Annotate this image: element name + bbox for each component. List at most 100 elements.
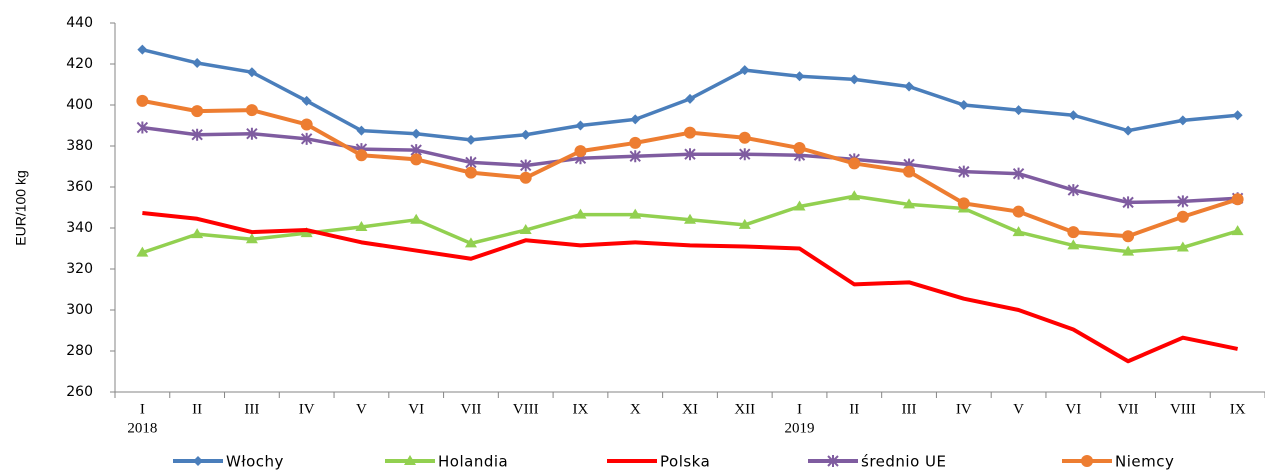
marker [903, 198, 916, 209]
marker [738, 131, 751, 144]
marker [958, 165, 970, 178]
x-tick-label: VII [1118, 401, 1139, 417]
marker [245, 104, 258, 117]
marker [574, 145, 587, 158]
marker [191, 128, 203, 141]
marker [904, 81, 915, 92]
marker [246, 127, 258, 140]
x-tick-label: X [630, 401, 641, 417]
y-tick-label: 260 [66, 384, 93, 400]
x-tick-label: III [244, 401, 259, 417]
marker [794, 71, 805, 82]
x-tick-label: IV [956, 401, 972, 417]
marker [1068, 110, 1079, 121]
marker [246, 67, 257, 78]
marker [1122, 196, 1134, 209]
marker [137, 44, 148, 55]
x-tick-label: 2019 [785, 420, 815, 436]
legend-item: Niemcy [1062, 453, 1174, 471]
marker [191, 105, 204, 118]
legend-item: Polska [607, 453, 710, 471]
marker [245, 233, 258, 244]
marker [404, 455, 416, 465]
marker [300, 132, 313, 145]
legend-label: średnio UE [861, 453, 946, 471]
marker [465, 156, 477, 169]
marker [1067, 226, 1080, 239]
legend-label: Holandia [438, 453, 508, 471]
marker [191, 228, 204, 239]
marker [519, 224, 532, 235]
marker [848, 190, 861, 201]
series [142, 211, 1239, 364]
marker [1122, 230, 1135, 243]
marker [1232, 110, 1243, 121]
x-tick-label: IX [1230, 401, 1246, 417]
marker [519, 171, 532, 184]
marker [1177, 195, 1189, 208]
x-tick-label: IX [573, 401, 589, 417]
marker [1067, 239, 1080, 250]
y-axis-label: EUR/100 kg [13, 170, 29, 245]
marker [1176, 241, 1189, 252]
marker [1231, 193, 1244, 206]
x-tick-label: II [849, 401, 859, 417]
x-tick-label: VIII [513, 401, 539, 417]
series [136, 190, 1244, 257]
marker [739, 65, 750, 76]
marker [1177, 115, 1188, 126]
marker [464, 237, 477, 248]
marker [1176, 210, 1189, 223]
legend-item: Włochy [173, 453, 283, 471]
marker [1067, 184, 1080, 197]
marker [685, 93, 695, 104]
x-tick-label: I [797, 401, 802, 417]
marker [356, 125, 367, 136]
y-tick-label: 360 [66, 179, 93, 195]
marker [1231, 225, 1244, 236]
marker [520, 159, 532, 172]
marker [1123, 125, 1134, 136]
marker [684, 126, 696, 139]
marker [827, 455, 839, 467]
legend-label: Polska [660, 453, 710, 471]
marker [793, 200, 806, 211]
marker [136, 121, 149, 134]
marker [410, 213, 423, 224]
x-tick-label: 2018 [127, 420, 157, 436]
marker [520, 129, 531, 140]
legend-item: Holandia [385, 453, 508, 471]
y-tick-label: 440 [66, 15, 93, 31]
marker [1013, 105, 1024, 116]
y-tick-label: 400 [66, 97, 93, 113]
marker [411, 128, 422, 139]
marker [739, 148, 751, 161]
marker [903, 165, 916, 178]
x-tick-label: III [902, 401, 917, 417]
x-tick-label: VI [408, 401, 424, 417]
marker [958, 100, 969, 110]
series [137, 44, 1243, 145]
marker [301, 95, 312, 106]
x-tick-label: IV [299, 401, 315, 417]
x-tick-label: VII [461, 401, 482, 417]
x-tick-label: XII [734, 401, 755, 417]
marker [849, 74, 860, 85]
marker [574, 208, 587, 219]
x-tick-label: I [140, 401, 145, 417]
y-tick-label: 340 [66, 220, 93, 236]
legend-item: średnio UE [808, 453, 946, 471]
marker [793, 142, 806, 155]
marker [1081, 455, 1093, 467]
y-tick-label: 300 [66, 302, 93, 318]
marker [193, 456, 203, 466]
marker [136, 246, 149, 257]
marker [684, 148, 696, 161]
y-tick-label: 420 [66, 56, 93, 72]
legend-label: Niemcy [1115, 453, 1174, 471]
marker [464, 166, 477, 179]
x-tick-label: XI [682, 401, 698, 417]
x-tick-label: VI [1065, 401, 1081, 417]
marker [629, 150, 641, 163]
